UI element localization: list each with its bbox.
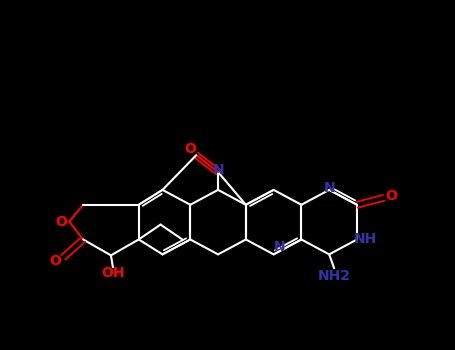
- Text: O: O: [184, 142, 196, 156]
- Text: N: N: [212, 163, 224, 177]
- Text: OH: OH: [101, 266, 125, 280]
- Text: N: N: [324, 181, 335, 195]
- Text: NH2: NH2: [318, 269, 351, 283]
- Text: NH: NH: [353, 232, 377, 246]
- Text: O: O: [50, 254, 61, 268]
- Text: N: N: [274, 240, 285, 254]
- Text: O: O: [386, 189, 398, 203]
- Text: O: O: [56, 215, 67, 229]
